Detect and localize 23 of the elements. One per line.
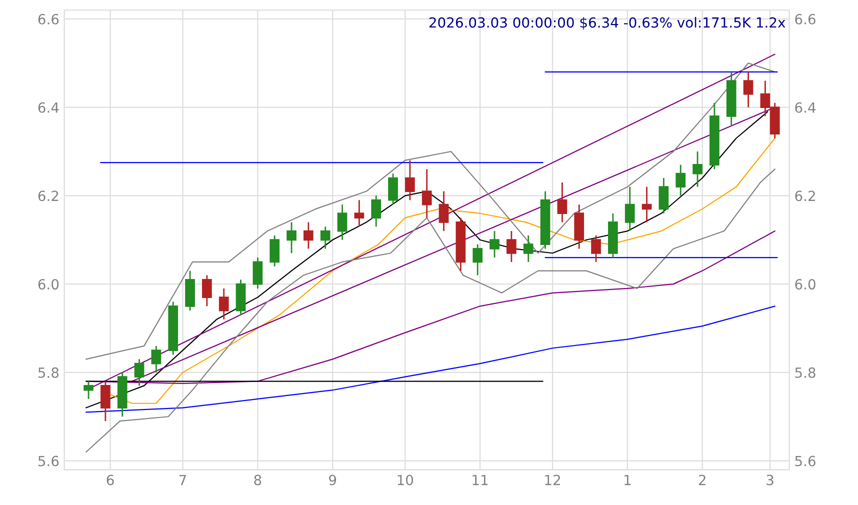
y2-tick-label: 6.6 bbox=[795, 14, 816, 24]
y2-tick-label: 5.8 bbox=[795, 367, 816, 378]
x-tick-label: 6 bbox=[106, 474, 114, 486]
y-tick-label: 6.0 bbox=[38, 279, 59, 290]
y2-tick-label: 5.6 bbox=[795, 456, 816, 466]
y2-tick-label: 6.0 bbox=[795, 279, 816, 290]
x-tick-label: 10 bbox=[398, 474, 414, 486]
x-tick-label: 3 bbox=[766, 474, 774, 486]
x-tick-label: 7 bbox=[179, 474, 186, 486]
x-tick-label: 2 bbox=[698, 474, 706, 486]
y2-tick-label: 6.4 bbox=[795, 102, 816, 113]
x-tick-label: 8 bbox=[254, 474, 262, 486]
y-tick-label: 6.2 bbox=[38, 190, 58, 202]
x-tick-label: 12 bbox=[545, 474, 560, 486]
y-tick-label: 6.4 bbox=[38, 102, 59, 113]
x-tick-label: 1 bbox=[624, 474, 631, 486]
chart-title: 2026.03.03 00:00:00 $6.34 -0.63% vol:171.5K 1.2x bbox=[429, 16, 786, 30]
y-tick-label: 5.8 bbox=[38, 367, 59, 378]
x-tick-label: 11 bbox=[472, 474, 488, 486]
y-tick-label: 5.6 bbox=[38, 456, 59, 466]
y-tick-label: 6.6 bbox=[38, 14, 59, 24]
y2-tick-label: 6.2 bbox=[795, 190, 815, 202]
x-tick-label: 9 bbox=[329, 474, 336, 486]
